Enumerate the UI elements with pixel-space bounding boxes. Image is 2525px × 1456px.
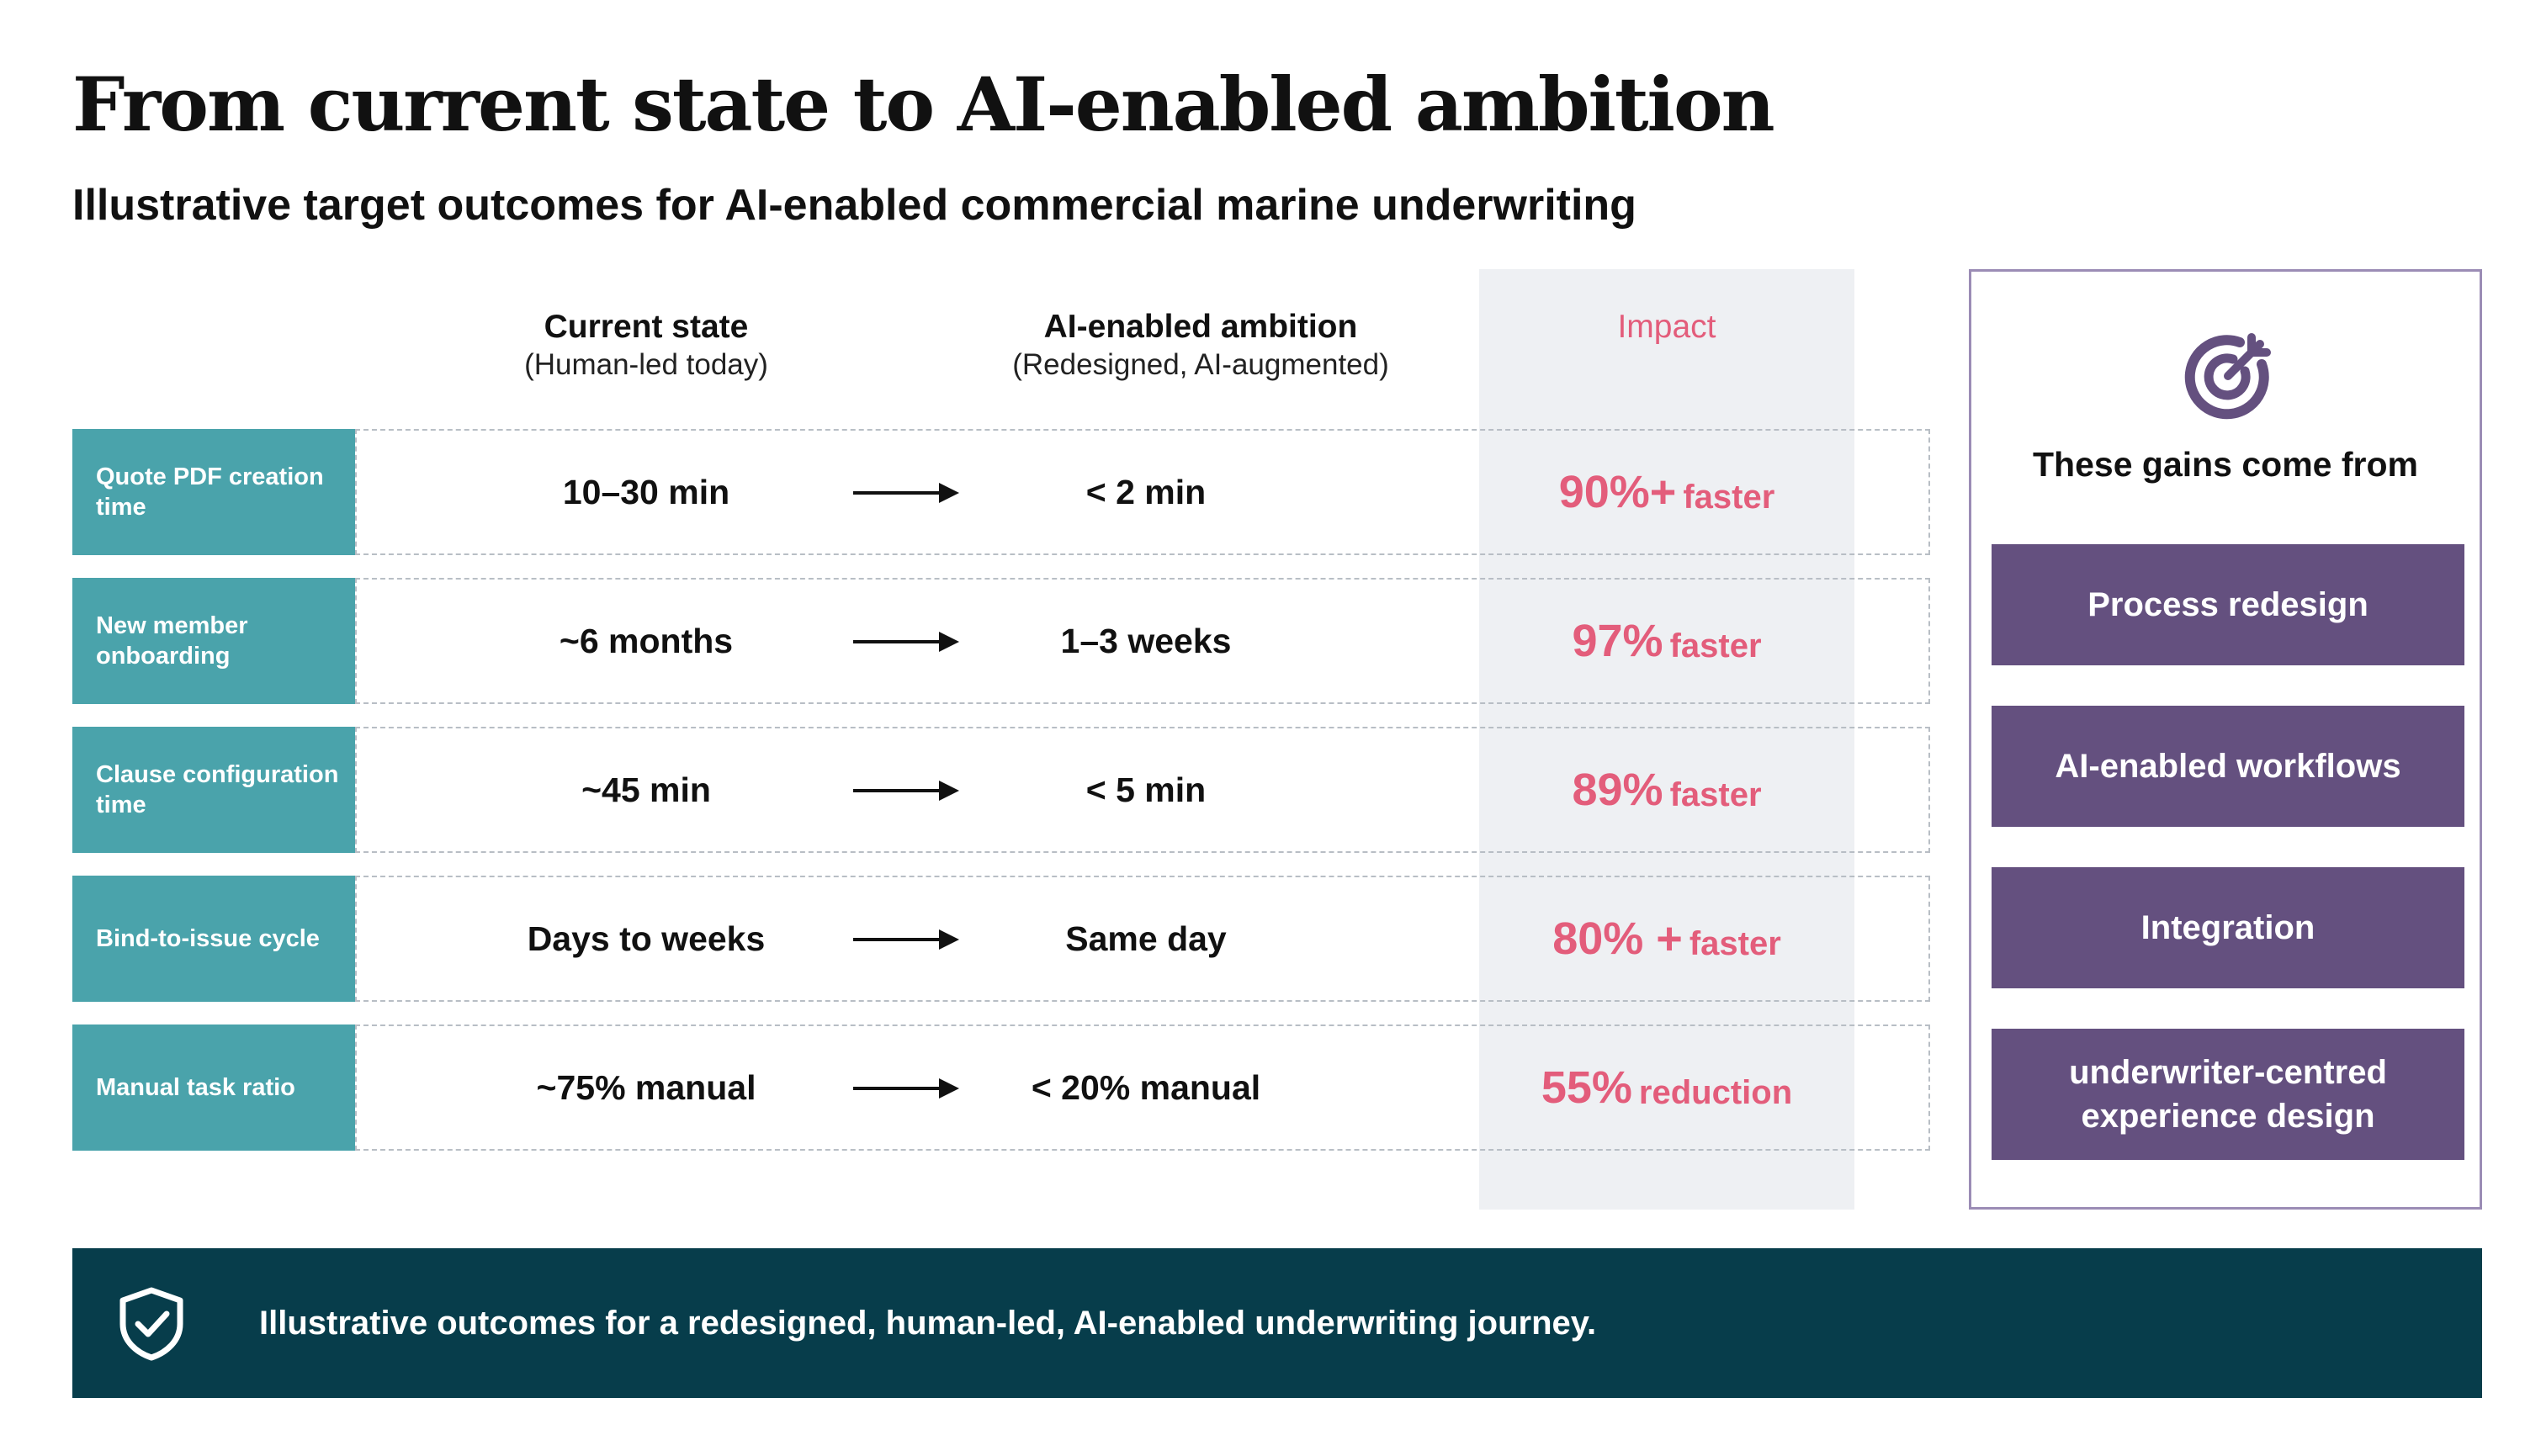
row-border xyxy=(355,578,1930,704)
current-state-header: Current state (Human-led today) xyxy=(469,308,823,384)
footer-banner: Illustrative outcomes for a redesigned, … xyxy=(72,1248,2482,1398)
impact-header: Impact xyxy=(1479,308,1854,347)
ambition-value: < 5 min xyxy=(1085,770,1207,809)
ambition-value: < 20% manual xyxy=(1031,1067,1261,1107)
impact-text: faster xyxy=(1669,776,1762,813)
impact-value: 97% faster xyxy=(1479,578,1854,704)
metric-label-text: Manual task ratio xyxy=(96,1074,295,1101)
metric-row: Clause configuration time ~45 min < 5 mi… xyxy=(72,727,1930,853)
metric-label: Quote PDF creation time xyxy=(72,429,355,555)
impact-number: 97% xyxy=(1572,616,1663,666)
gain-driver-item: underwriter-centred experience design xyxy=(1992,1029,2464,1160)
current-value: ~45 min xyxy=(581,770,711,809)
impact-value: 55% reduction xyxy=(1479,1024,1854,1151)
metric-label: Manual task ratio xyxy=(72,1024,355,1151)
impact-text: reduction xyxy=(1638,1073,1793,1111)
impact-number: 55% xyxy=(1541,1062,1632,1113)
impact-number: 80% + xyxy=(1552,913,1683,964)
row-border xyxy=(355,1024,1930,1151)
impact-value: 80% + faster xyxy=(1479,876,1854,1002)
gain-driver-item: AI-enabled workflows xyxy=(1992,706,2464,827)
metric-label-text: New member onboarding xyxy=(96,612,248,670)
gains-panel: These gains come from Process redesign A… xyxy=(1969,269,2482,1210)
current-value: Days to weeks xyxy=(527,919,766,958)
gains-panel-title: These gains come from xyxy=(2033,445,2418,484)
shield-check-icon xyxy=(119,1287,183,1361)
arrow-right-icon xyxy=(853,483,959,503)
gain-driver-label: Integration xyxy=(2140,909,2315,946)
arrow-right-icon xyxy=(853,1078,959,1099)
ambition-header: AI-enabled ambition (Redesigned, AI-augm… xyxy=(910,308,1491,384)
metric-row: Bind-to-issue cycle Days to weeks Same d… xyxy=(72,876,1930,1002)
metric-row: Manual task ratio ~75% manual < 20% manu… xyxy=(72,1024,1930,1151)
target-icon xyxy=(2184,333,2271,420)
impact-column-background xyxy=(1479,269,1854,1210)
ambition-value: Same day xyxy=(1065,919,1227,958)
gain-driver-label: Process redesign xyxy=(2087,586,2369,623)
gain-driver-item: Integration xyxy=(1992,867,2464,988)
page-subtitle: Illustrative target outcomes for AI-enab… xyxy=(72,181,1636,230)
gain-driver-label: underwriter-centred experience design xyxy=(2069,1054,2387,1135)
current-value: ~75% manual xyxy=(536,1067,756,1107)
metric-row: New member onboarding ~6 months 1–3 week… xyxy=(72,578,1930,704)
ambition-value: < 2 min xyxy=(1085,472,1207,511)
current-state-subtitle: (Human-led today) xyxy=(524,348,768,381)
metric-label: Clause configuration time xyxy=(72,727,355,853)
ambition-title: AI-enabled ambition xyxy=(1043,309,1358,345)
metric-row: Quote PDF creation time 10–30 min < 2 mi… xyxy=(72,429,1930,555)
impact-text: faster xyxy=(1669,627,1762,664)
row-border xyxy=(355,727,1930,853)
metric-label-text: Clause configuration time xyxy=(96,761,339,818)
impact-value: 89% faster xyxy=(1479,727,1854,853)
ambition-value: 1–3 weeks xyxy=(1060,621,1232,660)
row-border xyxy=(355,876,1930,1002)
impact-text: faster xyxy=(1689,924,1781,962)
impact-number: 89% xyxy=(1572,765,1663,815)
impact-text: faster xyxy=(1683,478,1775,516)
impact-number: 90%+ xyxy=(1558,467,1677,517)
ambition-subtitle: (Redesigned, AI-augmented) xyxy=(1012,348,1389,381)
current-value: ~6 months xyxy=(559,621,734,660)
metric-label: Bind-to-issue cycle xyxy=(72,876,355,1002)
current-value: 10–30 min xyxy=(562,472,730,511)
gain-driver-item: Process redesign xyxy=(1992,544,2464,665)
metric-label-text: Quote PDF creation time xyxy=(96,463,324,521)
impact-value: 90%+ faster xyxy=(1479,429,1854,555)
page-title: From current state to AI-enabled ambitio… xyxy=(72,61,1775,148)
gain-driver-label: AI-enabled workflows xyxy=(2055,748,2401,785)
arrow-right-icon xyxy=(853,632,959,652)
metric-label: New member onboarding xyxy=(72,578,355,704)
row-border xyxy=(355,429,1930,555)
metric-label-text: Bind-to-issue cycle xyxy=(96,925,320,952)
impact-title: Impact xyxy=(1617,309,1716,345)
arrow-right-icon xyxy=(853,929,959,950)
current-state-title: Current state xyxy=(544,309,749,345)
arrow-right-icon xyxy=(853,781,959,801)
footer-banner-text: Illustrative outcomes for a redesigned, … xyxy=(259,1304,1597,1342)
